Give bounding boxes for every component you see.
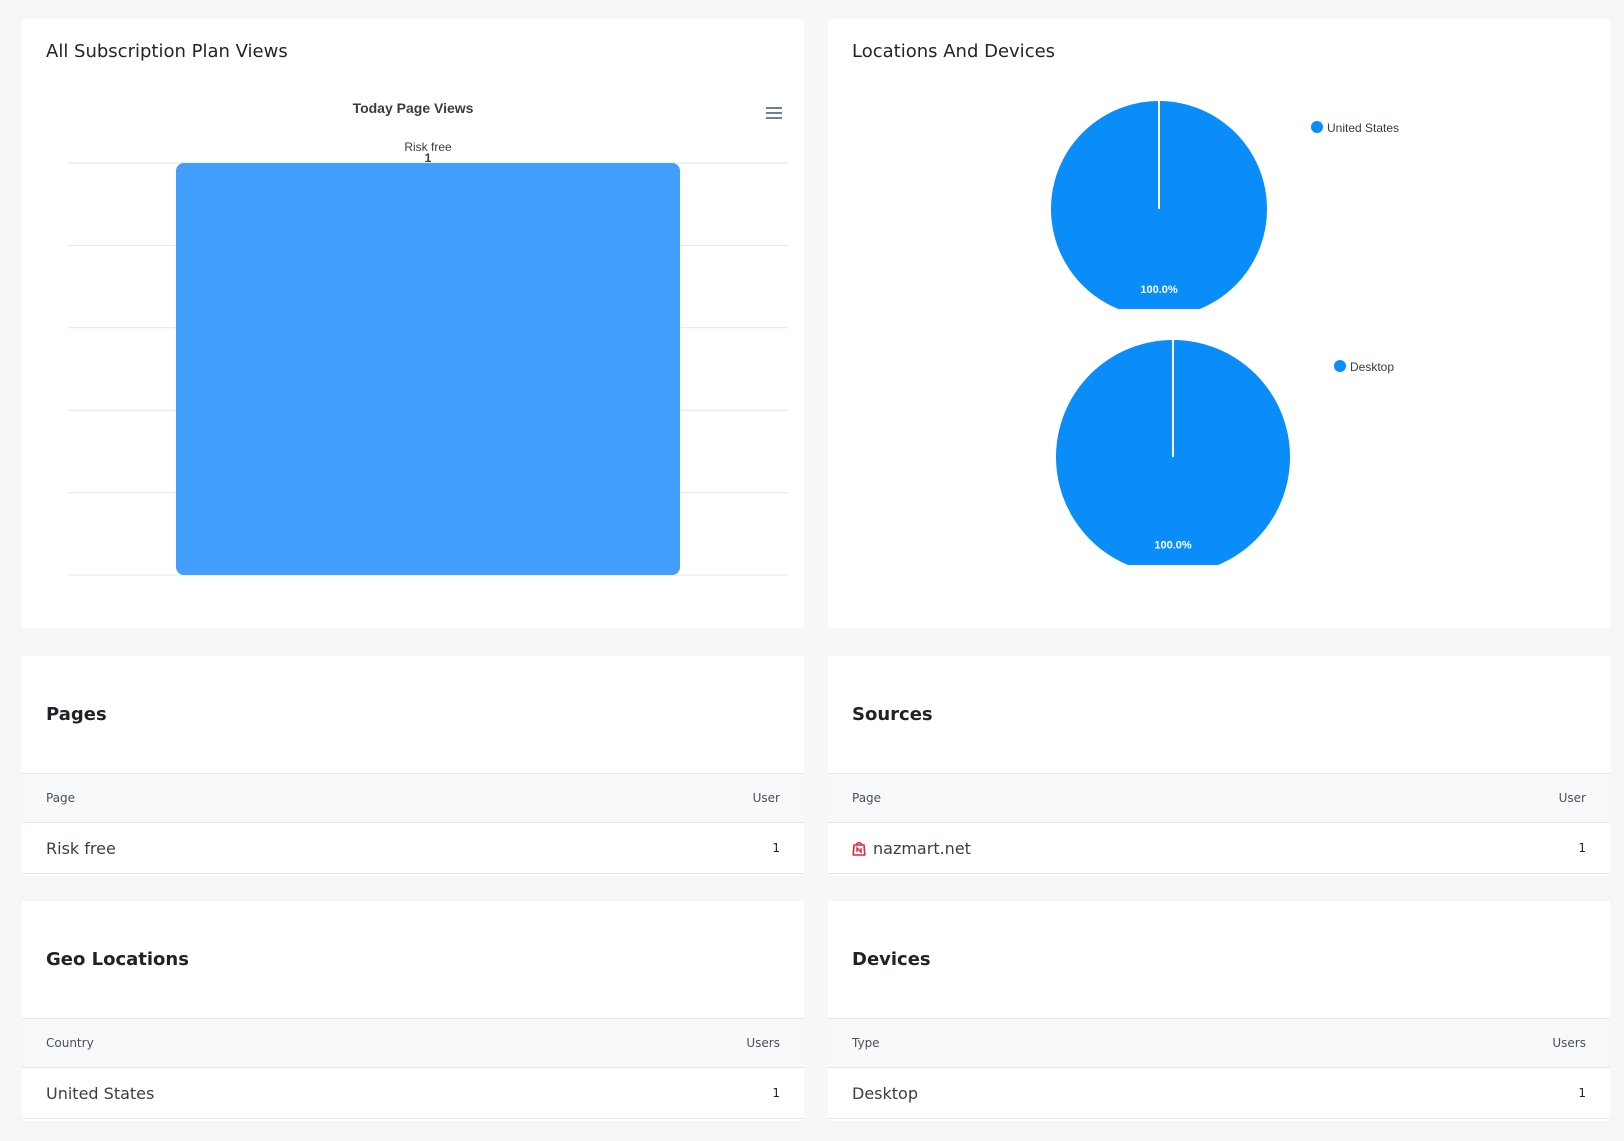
pages-card: Pages Page User Risk free 1 [22, 656, 804, 876]
pie-data-label: 100.0% [1140, 284, 1178, 296]
card-title: Locations And Devices [852, 41, 1056, 62]
page-name: Risk free [46, 838, 116, 858]
table-header: Page User [828, 773, 1610, 823]
column-header-users: Users [746, 1036, 780, 1050]
pie-data-label: 100.0% [1154, 539, 1192, 551]
column-header-users: Users [1552, 1036, 1586, 1050]
table-header: Country Users [22, 1018, 804, 1068]
legend-label: Desktop [1350, 360, 1394, 374]
subscription-views-card: All Subscription Plan Views Today Page V… [22, 19, 804, 628]
pages-table: Page User Risk free 1 [22, 773, 804, 874]
table-header: Type Users [828, 1018, 1610, 1068]
bar-category-label: Risk free [404, 140, 452, 154]
column-header-country: Country [46, 1036, 94, 1050]
devices-pie-chart: 100.0% Desktop [1056, 340, 1394, 565]
hamburger-menu-icon[interactable] [762, 105, 784, 121]
locations-pie-chart: 100.0% United States [1051, 101, 1399, 309]
card-title: All Subscription Plan Views [46, 41, 288, 62]
column-header-page: Page [852, 791, 882, 805]
column-header-user: User [752, 791, 780, 805]
table-row[interactable]: Risk free 1 [22, 823, 804, 874]
card-title: Sources [852, 704, 933, 725]
bar [176, 163, 680, 575]
country-name: United States [46, 1083, 155, 1103]
table-row[interactable]: Desktop 1 [828, 1068, 1610, 1119]
table-header: Page User [22, 773, 804, 823]
shopping-bag-logo-icon [852, 841, 866, 856]
column-header-page: Page [46, 791, 76, 805]
geo-locations-card: Geo Locations Country Users United State… [22, 901, 804, 1121]
table-row[interactable]: nazmart.net 1 [828, 823, 1610, 874]
sources-table: Page User nazmart.net 1 [828, 773, 1610, 874]
locations-devices-card: Locations And Devices 100.0% United State… [828, 19, 1610, 628]
table-row[interactable]: United States 1 [22, 1068, 804, 1119]
column-header-type: Type [852, 1036, 880, 1050]
chart-title: Today Page Views [353, 100, 474, 116]
geo-table: Country Users United States 1 [22, 1018, 804, 1119]
sources-card: Sources Page User nazmart.net 1 [828, 656, 1610, 876]
devices-card: Devices Type Users Desktop 1 [828, 901, 1610, 1121]
user-count: 1 [772, 841, 780, 855]
legend-marker [1311, 121, 1323, 133]
bar-value-label: 1 [425, 151, 432, 165]
card-title: Devices [852, 949, 931, 970]
user-count: 1 [1578, 841, 1586, 855]
card-title: Geo Locations [46, 949, 189, 970]
device-type: Desktop [852, 1083, 918, 1103]
source-domain-link[interactable]: nazmart.net [873, 838, 971, 858]
legend-marker [1334, 360, 1346, 372]
users-count: 1 [1578, 1086, 1586, 1100]
legend-label: United States [1327, 121, 1399, 135]
card-title: Pages [46, 704, 107, 725]
users-count: 1 [772, 1086, 780, 1100]
devices-table: Type Users Desktop 1 [828, 1018, 1610, 1119]
column-header-user: User [1558, 791, 1586, 805]
